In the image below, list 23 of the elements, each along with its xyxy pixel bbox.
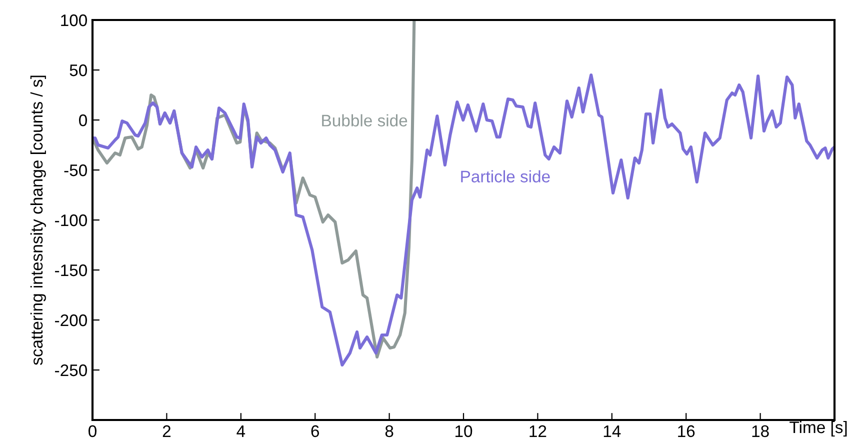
x-tick-label: 16: [678, 425, 695, 438]
y-tick-label: 0: [79, 114, 87, 126]
series-label: Particle side: [461, 170, 550, 182]
y-tick-label: 100: [61, 14, 87, 26]
x-tick-label: 8: [385, 425, 394, 438]
y-axis-title: scattering intesnsity change [counts / s]: [30, 76, 46, 365]
y-tick-label: -100: [55, 214, 87, 226]
x-tick-label: 18: [752, 425, 769, 438]
y-tick-label: -250: [55, 364, 87, 376]
x-tick-label: 0: [88, 425, 96, 438]
series-label: Bubble side: [322, 114, 408, 126]
y-tick-label: -50: [64, 164, 87, 176]
x-axis-title: Time [s]: [790, 420, 847, 436]
y-tick-label: -200: [55, 314, 87, 326]
x-tick-label: 14: [604, 425, 621, 437]
x-tick-label: 4: [236, 425, 246, 437]
x-tick-label: 12: [530, 425, 546, 437]
x-tick-label: 6: [311, 425, 319, 438]
y-tick-label: -150: [55, 264, 87, 276]
y-tick-label: 50: [70, 64, 87, 76]
line-series: [92, 73, 834, 367]
x-tick-label: 10: [456, 425, 472, 438]
x-tick-label: 2: [162, 425, 170, 437]
